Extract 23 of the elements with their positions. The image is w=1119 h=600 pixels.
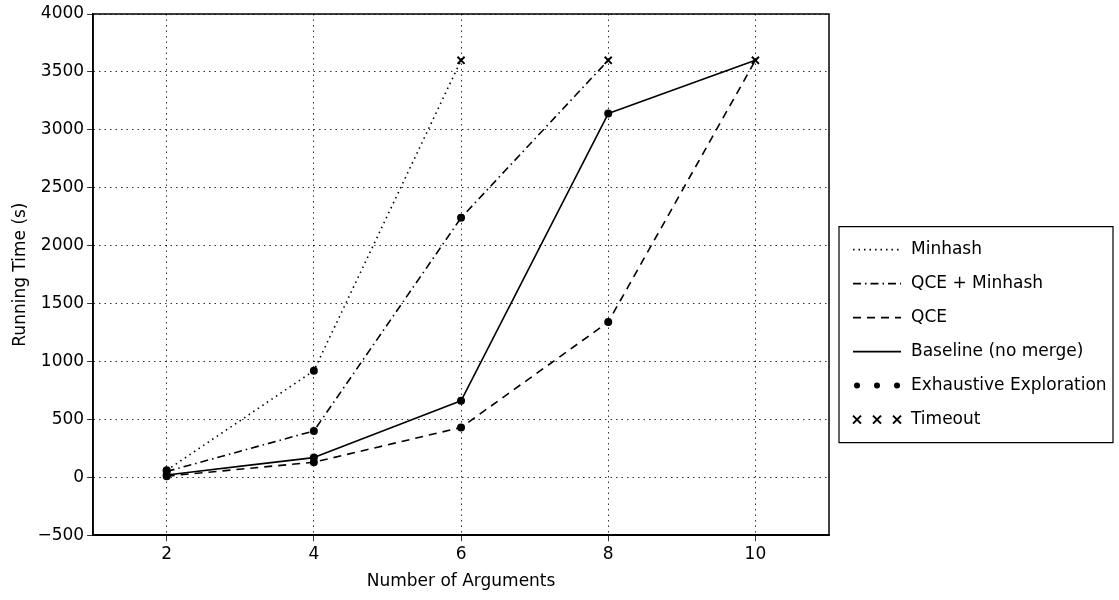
legend-label: Timeout [910, 408, 981, 429]
legend-label: QCE + Minhash [911, 272, 1044, 293]
y-tick-label: 1000 [40, 349, 85, 370]
y-tick-label: 3000 [40, 118, 85, 139]
x-tick-label: 10 [744, 542, 767, 563]
x-tick-label: 6 [455, 542, 467, 563]
y-tick-label: 4000 [40, 2, 85, 23]
y-tick-label: 2500 [40, 176, 85, 197]
y-axis-title: Running Time (s) [8, 202, 29, 347]
x-tick-label: 2 [161, 542, 173, 563]
legend-label: Baseline (no merge) [911, 340, 1084, 361]
y-tick-label: 2000 [40, 234, 85, 255]
y-tick-label: 0 [73, 465, 85, 486]
x-tick-label: 4 [308, 542, 320, 563]
y-tick-label: 500 [51, 407, 85, 428]
legend-label: QCE [911, 306, 947, 327]
legend-label: Exhaustive Exploration [911, 374, 1107, 395]
y-tick-label: −500 [37, 523, 85, 544]
y-tick-label: 3500 [40, 60, 85, 81]
legend-label: Minhash [911, 238, 982, 259]
y-tick-label: 1500 [40, 291, 85, 312]
x-tick-label: 8 [602, 542, 614, 563]
x-axis-title: Number of Arguments [366, 570, 556, 591]
